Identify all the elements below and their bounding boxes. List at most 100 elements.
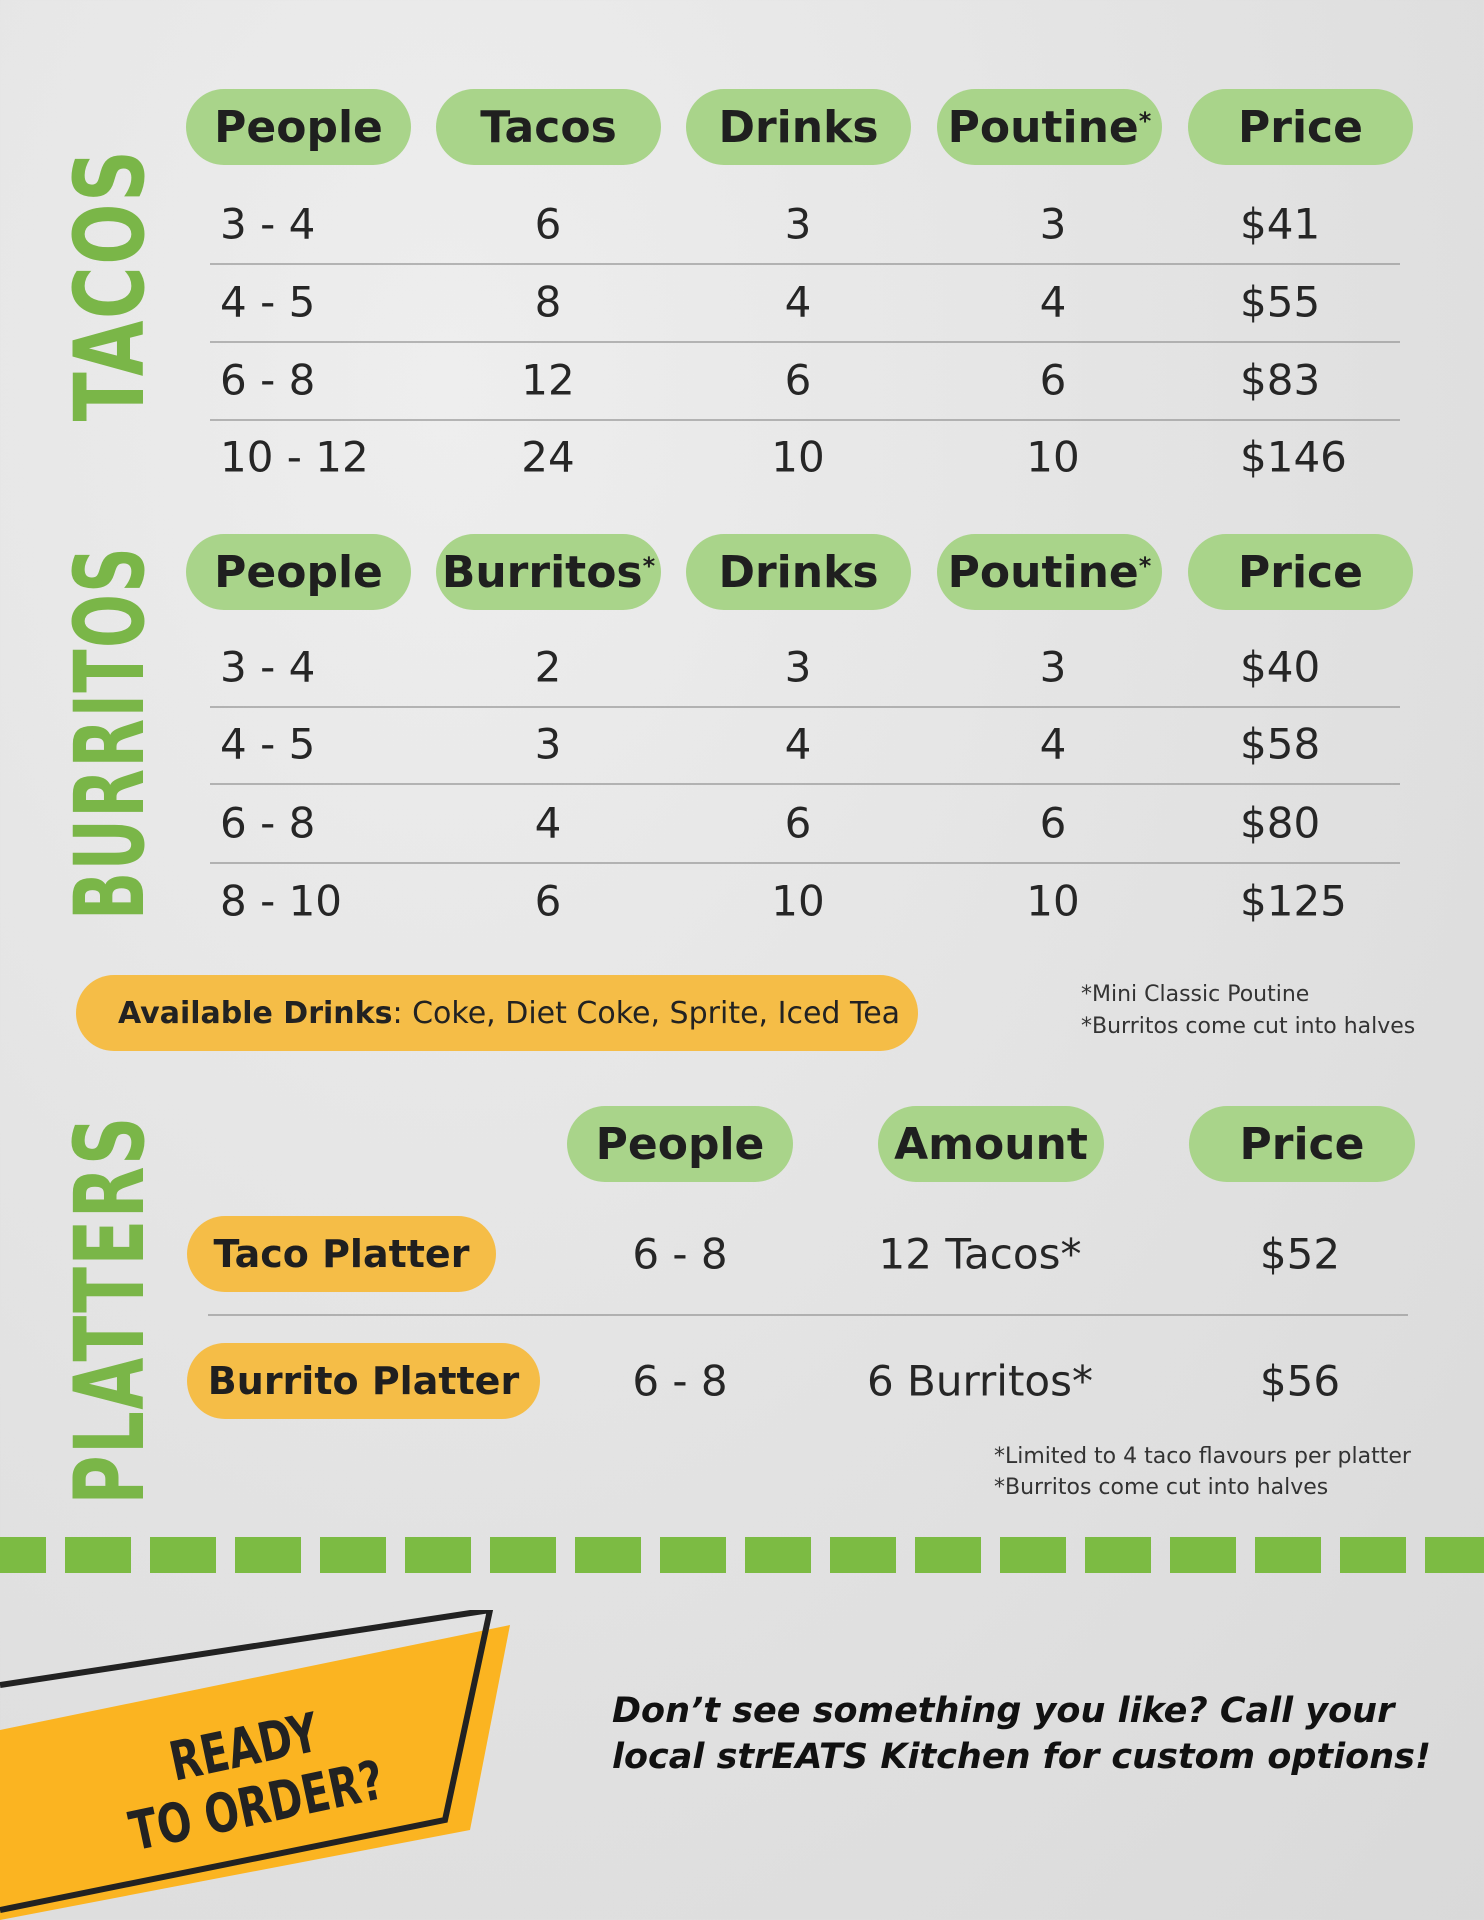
burritos-cell: 2	[534, 642, 562, 692]
divider-dash	[1255, 1537, 1321, 1573]
platters-header-price: Price	[1189, 1106, 1415, 1182]
asterisk: *	[642, 552, 656, 580]
burritos-cell: 6	[1039, 798, 1067, 848]
divider-dash	[1340, 1537, 1406, 1573]
tacos-cell: 6 - 8	[220, 355, 316, 405]
footnote-burritos-halves: *Burritos come cut into halves	[994, 1475, 1329, 1500]
tacos-cell: 4	[1039, 277, 1067, 327]
divider-dash	[660, 1537, 726, 1573]
header-label: Tacos	[480, 101, 617, 153]
header-label: Price	[1238, 101, 1363, 153]
ready-to-order-badge: READY TO ORDER?	[0, 1610, 510, 1920]
tacos-cell: 3	[1039, 199, 1067, 249]
tacos-cell: 10 - 12	[220, 432, 369, 482]
platter-amount: 12 Tacos*	[878, 1229, 1082, 1279]
tacos-header-tacos: Tacos	[436, 89, 661, 165]
divider-dash	[320, 1537, 386, 1573]
row-divider	[210, 263, 1400, 265]
divider-dash	[1085, 1537, 1151, 1573]
burritos-cell: 3	[1039, 642, 1067, 692]
burritos-cell: $80	[1240, 798, 1321, 848]
burritos-header-drinks: Drinks	[686, 534, 911, 610]
tacos-cell: $83	[1240, 355, 1321, 405]
platter-amount: 6 Burritos*	[866, 1356, 1094, 1406]
divider-dash	[915, 1537, 981, 1573]
burritos-cell: 10	[1026, 876, 1080, 926]
burritos-header-burritos: Burritos *	[436, 534, 661, 610]
platters-header-amount: Amount	[878, 1106, 1104, 1182]
tacos-cell: 10	[771, 432, 825, 482]
header-label: Drinks	[718, 546, 879, 598]
burritos-header-people: People	[186, 534, 411, 610]
divider-dash	[150, 1537, 216, 1573]
divider-dash	[575, 1537, 641, 1573]
burritos-cell: 3	[784, 642, 812, 692]
divider-dash	[1425, 1537, 1484, 1573]
message-line-1: Don’t see something you like? Call your	[612, 1691, 1395, 1731]
tacos-cell: 6	[1039, 355, 1067, 405]
platter-people: 6 - 8	[632, 1356, 728, 1406]
divider-dash	[745, 1537, 811, 1573]
message-line-2: local strEATS Kitchen for custom options…	[612, 1737, 1431, 1777]
tacos-header-price: Price	[1188, 89, 1413, 165]
burritos-cell: 6	[534, 876, 562, 926]
footnote-taco-flavours: *Limited to 4 taco flavours per platter	[994, 1444, 1411, 1469]
burritos-cell: 8 - 10	[220, 876, 343, 926]
tacos-cell: 24	[521, 432, 575, 482]
header-label: Burritos	[441, 546, 643, 598]
row-divider	[210, 862, 1400, 864]
divider-dash	[405, 1537, 471, 1573]
tacos-cell: 6	[534, 199, 562, 249]
tacos-cell: 12	[521, 355, 575, 405]
header-label: Drinks	[718, 101, 879, 153]
custom-options-message: Don’t see something you like? Call your …	[612, 1688, 1431, 1780]
row-divider	[210, 341, 1400, 343]
asterisk: *	[1138, 107, 1152, 135]
footnote-burritos: *Burritos come cut into halves	[1081, 1014, 1416, 1039]
asterisk: *	[1138, 552, 1152, 580]
available-drinks-label: Available Drinks	[118, 995, 393, 1031]
platter-people: 6 - 8	[632, 1229, 728, 1279]
tacos-cell: 8	[534, 277, 562, 327]
burritos-cell: 4 - 5	[220, 719, 316, 769]
tacos-header-drinks: Drinks	[686, 89, 911, 165]
platter-name-0: Taco Platter	[187, 1216, 496, 1292]
burritos-cell: 6	[784, 798, 812, 848]
tacos-cell: 6	[784, 355, 812, 405]
burritos-header-price: Price	[1188, 534, 1413, 610]
burritos-cell: 4	[784, 719, 812, 769]
row-divider	[208, 1314, 1408, 1316]
tacos-cell: 10	[1026, 432, 1080, 482]
burritos-cell: 4	[534, 798, 562, 848]
burritos-cell: $40	[1240, 642, 1321, 692]
tacos-cell: $146	[1240, 432, 1347, 482]
divider-dash	[0, 1537, 46, 1573]
platters-header-people: People	[567, 1106, 793, 1182]
tacos-cell: $55	[1240, 277, 1321, 327]
footnote-poutine: *Mini Classic Poutine	[1081, 982, 1310, 1007]
divider-dash	[235, 1537, 301, 1573]
header-label: Poutine	[947, 546, 1139, 598]
available-drinks-list: : Coke, Diet Coke, Sprite, Iced Tea	[392, 995, 901, 1031]
burritos-cell: 4	[1039, 719, 1067, 769]
header-label: People	[214, 101, 383, 153]
tacos-cell: 3 - 4	[220, 199, 316, 249]
tacos-section-label: TACOS	[54, 148, 166, 422]
tacos-header-poutine: Poutine *	[937, 89, 1162, 165]
burritos-cell: 3	[534, 719, 562, 769]
divider-dash	[65, 1537, 131, 1573]
row-divider	[210, 706, 1400, 708]
tacos-cell: $41	[1240, 199, 1321, 249]
burritos-section-label: BURRITOS	[54, 545, 166, 921]
available-drinks-banner: Available Drinks : Coke, Diet Coke, Spri…	[76, 975, 918, 1051]
burritos-header-poutine: Poutine *	[937, 534, 1162, 610]
burritos-cell: 10	[771, 876, 825, 926]
tacos-cell: 3	[784, 199, 812, 249]
platters-section-label: PLATTERS	[54, 1115, 166, 1505]
burritos-cell: 6 - 8	[220, 798, 316, 848]
row-divider	[210, 783, 1400, 785]
burritos-cell: $125	[1240, 876, 1347, 926]
tacos-header-people: People	[186, 89, 411, 165]
header-label: Price	[1238, 546, 1363, 598]
divider-dash	[490, 1537, 556, 1573]
